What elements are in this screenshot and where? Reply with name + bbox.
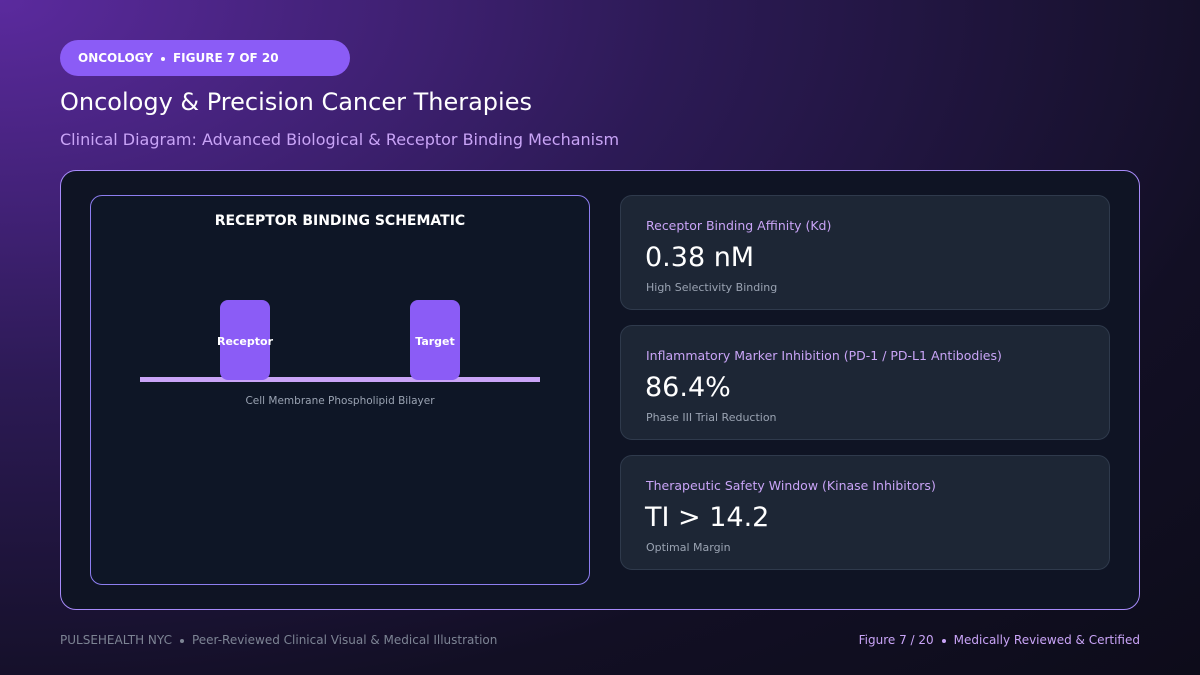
- footer-tagline: Peer-Reviewed Clinical Visual & Medical …: [191, 633, 498, 647]
- node-label: Receptor: [217, 335, 274, 348]
- badge-figure: FIGURE 7 OF 20: [172, 51, 279, 65]
- metric-note: Optimal Margin: [646, 541, 731, 554]
- metric-note: Phase III Trial Reduction: [646, 411, 777, 424]
- footer-page: Figure 7 / 20: [858, 633, 934, 647]
- metric-card: Therapeutic Safety Window (Kinase Inhibi…: [620, 455, 1110, 570]
- metric-label: Receptor Binding Affinity (Kd): [646, 218, 832, 233]
- metric-label: Inflammatory Marker Inhibition (PD-1 / P…: [646, 348, 1002, 363]
- target-node: [410, 300, 460, 380]
- badge: ONCOLOGY FIGURE 7 OF 20: [60, 40, 350, 76]
- metric-card: Receptor Binding Affinity (Kd) 0.38 nM Hig…: [620, 195, 1110, 310]
- footer-right: Figure 7 / 20 Medically Reviewed & Certif…: [859, 633, 1140, 647]
- metric-value: 86.4%: [645, 372, 731, 403]
- footer-certification: Medically Reviewed & Certified: [953, 633, 1140, 647]
- node-label: Target: [415, 335, 455, 348]
- badge-section: ONCOLOGY: [78, 51, 153, 65]
- metric-value: 0.38 nM: [645, 242, 755, 273]
- metric-label: Therapeutic Safety Window (Kinase Inhibi…: [646, 478, 936, 493]
- membrane: [140, 377, 540, 382]
- metric-value: TI > 14.2: [645, 502, 770, 533]
- subtitle: Clinical Diagram: Advanced Biological & …: [60, 130, 620, 149]
- metric-note: High Selectivity Binding: [646, 281, 778, 294]
- title: Oncology & Precision Cancer Therapies: [60, 88, 532, 116]
- footer-left: PULSEHEALTH NYC Peer-Reviewed Clinical Vi…: [60, 633, 497, 647]
- receptor-node: [220, 300, 270, 380]
- schematic-panel: [90, 195, 590, 585]
- schematic-title: RECEPTOR BINDING SCHEMATIC: [215, 213, 465, 229]
- schematic: RECEPTOR BINDING SCHEMATIC Receptor Targ…: [140, 213, 540, 407]
- metric-card: Inflammatory Marker Inhibition (PD-1 / P…: [620, 325, 1110, 440]
- membrane-label: Cell Membrane Phospholipid Bilayer: [245, 395, 435, 407]
- footer-brand: PULSEHEALTH NYC: [60, 633, 172, 647]
